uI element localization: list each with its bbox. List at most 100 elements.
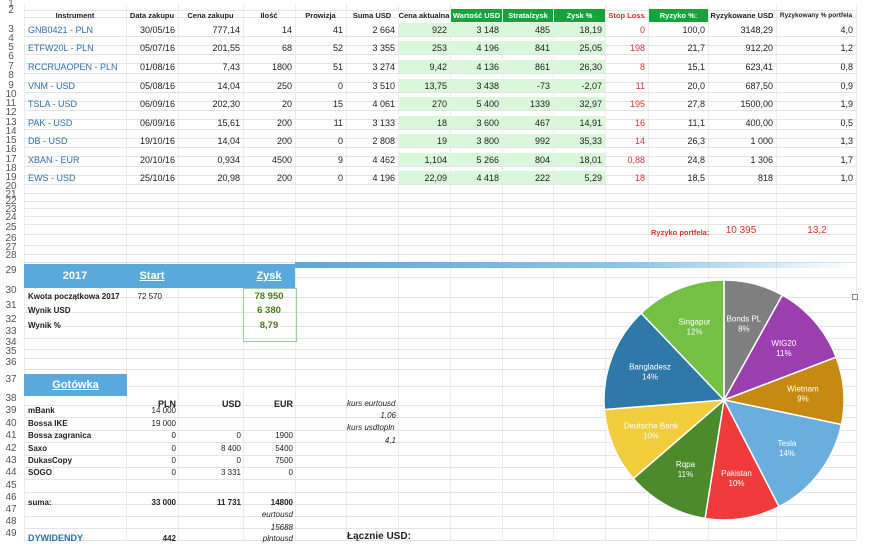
year-row-zysk[interactable]: 6 380 (257, 305, 281, 316)
row-number[interactable]: 38 (5, 393, 17, 404)
cell-val[interactable]: 5 400 (476, 99, 499, 109)
row-number[interactable]: 35 (5, 346, 17, 357)
instrument-name[interactable]: TSLA - USD (28, 99, 78, 109)
cell-pl[interactable]: 841 (534, 43, 550, 53)
cell-ramt[interactable]: 818 (757, 173, 773, 183)
cell-cur[interactable]: 1,104 (424, 155, 447, 165)
row-number[interactable]: 36 (5, 357, 17, 368)
pie-slice-pakistan[interactable] (704, 397, 780, 521)
cash-pln[interactable]: 19 000 (151, 419, 176, 428)
header-prowizja[interactable]: Prowizja (305, 11, 336, 20)
cash-pln[interactable]: 14 000 (151, 406, 176, 415)
row-number[interactable]: 45 (5, 480, 17, 491)
cell-risk[interactable]: 27,8 (687, 99, 705, 109)
cash-eur[interactable]: 0 (288, 468, 293, 477)
row-number[interactable]: 18 (5, 163, 17, 174)
cell-sl[interactable]: 14 (634, 136, 645, 146)
cell-rpct[interactable]: 1,0 (840, 173, 853, 183)
cell-date[interactable]: 06/09/16 (139, 118, 175, 128)
header-ryzykowane-usd[interactable]: Ryzykowane USD (710, 11, 774, 20)
eurtousd-value[interactable]: 15688 (270, 523, 293, 532)
cell-cur[interactable]: 19 (436, 136, 447, 146)
row-number[interactable]: 17 (5, 154, 17, 165)
cell-ramt[interactable]: 1 306 (750, 155, 773, 165)
cell-price[interactable]: 14,04 (217, 81, 240, 91)
row-number[interactable]: 16 (5, 144, 17, 155)
row-number[interactable]: 37 (5, 374, 17, 385)
kurs-pln-value[interactable]: 4,1 (384, 436, 396, 445)
header-instrument[interactable]: Instrument (55, 11, 95, 20)
pie-slice-singapur[interactable] (640, 279, 725, 402)
cell-qty[interactable]: 1800 (271, 62, 292, 72)
header-cena-zakupu[interactable]: Cena zakupu (187, 11, 234, 20)
row-number[interactable]: 49 (5, 528, 17, 539)
cash-title[interactable]: Gotówka (52, 379, 99, 391)
pie-slice-bangladesz[interactable] (603, 312, 726, 411)
cell-cur[interactable]: 253 (431, 43, 447, 53)
pie-slice-wig20[interactable] (722, 294, 838, 402)
row-number[interactable]: 41 (5, 430, 17, 441)
cell-risk[interactable]: 24,8 (687, 155, 705, 165)
cell-fee[interactable]: 0 (337, 173, 343, 183)
cell-val[interactable]: 3 600 (476, 118, 499, 128)
cell-fee[interactable]: 41 (332, 25, 343, 35)
cell-date[interactable]: 05/08/16 (139, 81, 175, 91)
cash-usd[interactable]: 3 331 (220, 468, 241, 477)
row-number[interactable]: 29 (5, 265, 17, 276)
portfolio-risk-pct[interactable]: 13,2 (807, 225, 827, 236)
cell-sum[interactable]: 3 355 (372, 43, 395, 53)
row-number[interactable]: 31 (5, 300, 17, 311)
cash-eur[interactable]: 7500 (275, 456, 293, 465)
cell-pct[interactable]: 35,33 (579, 136, 602, 146)
cell-pl[interactable]: 804 (534, 155, 550, 165)
instrument-name[interactable]: XBAN - EUR (28, 155, 80, 165)
zysk-link[interactable]: Zysk (256, 270, 282, 282)
cash-eur[interactable]: 1900 (275, 431, 293, 440)
cell-risk[interactable]: 20,0 (687, 81, 705, 91)
header-suma-usd[interactable]: Suma USD (352, 11, 392, 20)
row-number[interactable]: 7 (8, 61, 14, 72)
pie-slice-tesla[interactable] (722, 398, 843, 508)
row-number[interactable]: 34 (5, 337, 17, 348)
cell-qty[interactable]: 68 (281, 43, 292, 53)
cash-usd[interactable]: 8 400 (220, 444, 241, 453)
row-number[interactable]: 19 (5, 172, 17, 183)
cash-pln[interactable]: 0 (171, 444, 176, 453)
cash-sum-usd[interactable]: 11 731 (216, 498, 241, 507)
instrument-name[interactable]: GNB0421 - PLN (28, 25, 94, 35)
cell-price[interactable]: 15,61 (217, 118, 240, 128)
row-number[interactable]: 1 (8, 0, 14, 9)
cash-pln[interactable]: 0 (171, 468, 176, 477)
row-number[interactable]: 30 (5, 285, 17, 296)
cell-cur[interactable]: 922 (431, 25, 447, 35)
cell-pl[interactable]: 1339 (529, 99, 550, 109)
cash-sum-pln[interactable]: 33 000 (151, 498, 176, 507)
cell-val[interactable]: 3 438 (476, 81, 499, 91)
row-number[interactable]: 39 (5, 405, 17, 416)
cell-cur[interactable]: 9,42 (429, 62, 447, 72)
cell-fee[interactable]: 0 (337, 81, 343, 91)
cell-ramt[interactable]: 687,50 (745, 81, 773, 91)
cell-sl[interactable]: 11 (635, 81, 645, 91)
cash-usd[interactable]: 0 (236, 456, 241, 465)
cell-sum[interactable]: 4 462 (372, 155, 395, 165)
row-number[interactable]: 42 (5, 443, 17, 454)
row-number[interactable]: 10 (5, 89, 17, 100)
chart-resize-handle[interactable] (852, 294, 858, 300)
cash-pln[interactable]: 0 (171, 456, 176, 465)
cell-rpct[interactable]: 4,0 (840, 25, 853, 35)
cell-risk[interactable]: 18,5 (687, 173, 705, 183)
cell-ramt[interactable]: 3148,29 (740, 25, 773, 35)
header-ryzykowany-pct[interactable]: Ryzykowany % portfela (779, 12, 853, 19)
row-number[interactable]: 47 (5, 504, 17, 515)
cell-risk[interactable]: 15,1 (687, 62, 705, 72)
cell-rpct[interactable]: 0,5 (840, 118, 853, 128)
cell-pct[interactable]: 25,05 (579, 43, 602, 53)
kurs-eur-value[interactable]: 1,06 (380, 411, 396, 420)
row-number[interactable]: 21 (5, 189, 17, 200)
instrument-name[interactable]: VNM - USD (28, 81, 75, 91)
cell-date[interactable]: 19/10/16 (139, 136, 175, 146)
cell-date[interactable]: 05/07/16 (139, 43, 175, 53)
row-number[interactable]: 12 (5, 107, 17, 118)
cell-risk[interactable]: 21,7 (687, 43, 705, 53)
